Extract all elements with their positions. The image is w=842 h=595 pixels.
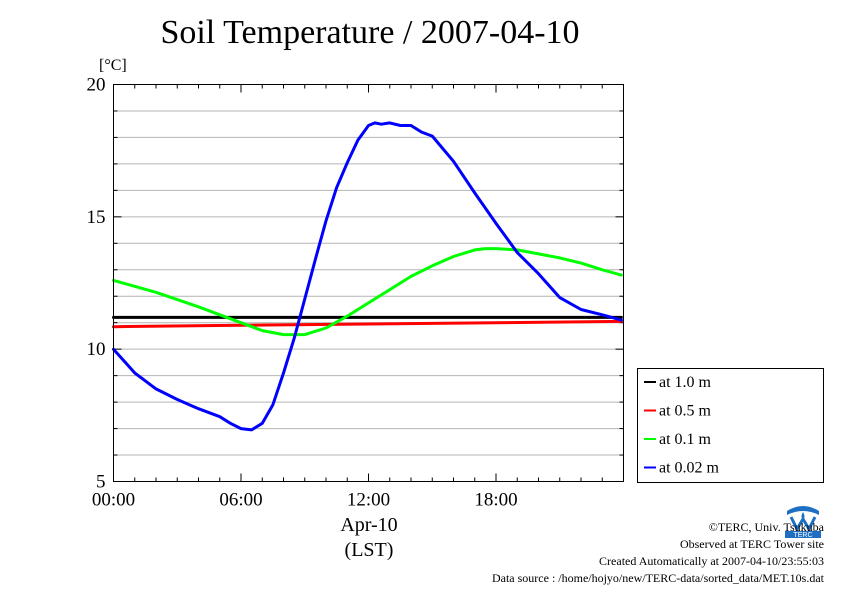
y-tick-label: 5 <box>96 472 106 493</box>
y-tick-label: 20 <box>87 75 106 96</box>
legend: at 1.0 m at 0.5 m at 0.1 m at 0.02 m <box>637 368 824 483</box>
legend-label-at-0-5-m: at 0.5 m <box>659 403 712 420</box>
y-axis-labels: 5 10 15 20 <box>87 75 106 493</box>
y-tick-label: 10 <box>87 339 106 360</box>
plot-frame <box>113 84 624 482</box>
x-tick-label: 12:00 <box>347 490 390 511</box>
x-tick-label: 06:00 <box>219 490 262 511</box>
legend-box <box>637 368 824 483</box>
svg-text:TERC: TERC <box>793 532 812 539</box>
series-line-at-0-1-m <box>112 247 623 337</box>
x-axis-labels: 00:00 06:00 12:00 18:00 <box>92 490 518 511</box>
x-tick-label: 18:00 <box>474 490 517 511</box>
x-axis-timezone-label: (LST) <box>345 539 394 561</box>
legend-label-at-0-02-m: at 0.02 m <box>659 460 720 477</box>
series-line-at-0-02-m <box>112 121 623 432</box>
legend-label-at-1-0-m: at 1.0 m <box>659 374 712 391</box>
series-line-at-0-5-m <box>112 319 623 329</box>
terc-logo-icon: TERC <box>783 503 823 539</box>
footer-site: Observed at TERC Tower site <box>679 537 824 551</box>
y-axis-unit-label: [°C] <box>99 57 127 74</box>
y-tick-label: 15 <box>87 207 106 228</box>
x-tick-label: 00:00 <box>92 490 135 511</box>
chart-title: Soil Temperature / 2007-04-10 <box>160 14 580 51</box>
legend-label-at-0-1-m: at 0.1 m <box>659 431 712 448</box>
grid-lines <box>113 110 624 456</box>
plot-area <box>113 84 624 482</box>
footer-copyright: ©TERC, Univ. Tsukuba <box>708 520 824 534</box>
x-axis-date-label: Apr-10 <box>340 514 397 536</box>
footer-created: Created Automatically at 2007-04-10/23:5… <box>599 554 824 568</box>
series-layer <box>112 121 623 432</box>
footer-source: Data source : /home/hojyo/new/TERC-data/… <box>491 571 824 585</box>
